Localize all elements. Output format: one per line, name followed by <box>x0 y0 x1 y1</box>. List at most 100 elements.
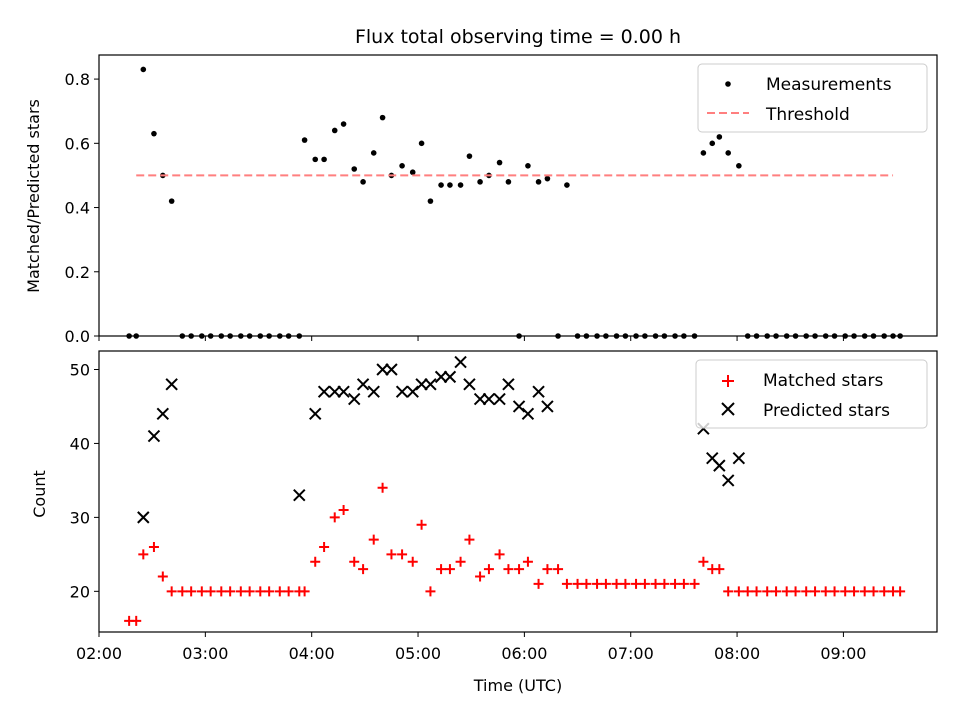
matched-stars-point <box>455 556 466 567</box>
matched-stars-point <box>561 578 572 589</box>
measurements-point <box>783 333 790 339</box>
measurements-point <box>257 333 264 339</box>
predicted-stars-point <box>732 452 746 465</box>
predicted-stars-point <box>309 407 322 421</box>
measurements-point <box>207 333 214 339</box>
measurements-point <box>535 179 542 185</box>
matched-stars-point <box>553 564 564 575</box>
measurements-point <box>633 333 639 339</box>
measurements-point <box>744 333 751 339</box>
legend-measurements-marker <box>725 81 731 87</box>
matched-stars-point <box>810 586 821 597</box>
matched-stars-point <box>522 556 533 567</box>
measurements-point <box>803 333 809 339</box>
measurements-point <box>672 333 678 339</box>
matched-stars-point <box>475 571 486 582</box>
top-plot-marks <box>126 66 903 339</box>
measurements-point <box>709 140 716 147</box>
matched-stars-point <box>264 586 275 597</box>
legend-matched-label: Matched stars <box>763 371 883 391</box>
matched-stars-point <box>205 586 216 597</box>
matched-stars-point <box>377 482 388 493</box>
measurements-point <box>613 333 620 339</box>
measurements-point <box>594 333 600 339</box>
measurements-point <box>661 333 668 339</box>
measurements-point <box>266 333 272 339</box>
predicted-stars-point <box>356 378 370 391</box>
predicted-stars-point <box>424 378 437 391</box>
bottom-legend-box <box>695 359 928 429</box>
matched-stars-point <box>283 586 294 597</box>
predicted-stars-point <box>137 511 150 524</box>
predicted-stars-point <box>532 385 545 398</box>
predicted-stars-point <box>395 385 409 398</box>
matched-stars-point <box>840 586 851 597</box>
predicted-stars-point <box>406 385 419 398</box>
matched-stars-point <box>436 564 447 575</box>
predicted-stars-point <box>521 407 535 421</box>
measurements-point <box>296 333 303 339</box>
matched-stars-point <box>714 564 725 575</box>
matched-stars-point <box>600 578 611 589</box>
matched-stars-point <box>698 556 709 567</box>
predicted-stars-point <box>512 400 526 413</box>
matched-stars-point <box>397 549 408 560</box>
measurements-point <box>340 121 347 127</box>
x-tick-label: 07:00 <box>608 644 654 663</box>
legend-threshold-label: Threshold <box>765 105 850 125</box>
bottom-plot-frame <box>98 350 938 633</box>
matched-stars-point <box>742 586 753 597</box>
matched-stars-point <box>216 586 227 597</box>
measurements-point <box>370 150 377 156</box>
matched-stars-point <box>138 549 149 560</box>
measurements-point <box>331 127 338 134</box>
measurements-point <box>447 182 453 188</box>
bottom-y-tick-label: 40 <box>70 434 90 453</box>
predicted-stars-point <box>463 378 476 391</box>
measurements-point <box>438 182 444 188</box>
matched-stars-point <box>299 586 310 597</box>
x-tick-label: 09:00 <box>820 644 866 663</box>
matched-stars-point <box>542 564 553 575</box>
matched-stars-point <box>631 578 642 589</box>
measurements-point <box>736 162 742 169</box>
matched-stars-point <box>859 586 870 597</box>
measurements-point <box>564 182 570 188</box>
measurements-point <box>140 66 147 73</box>
matched-stars-point <box>177 586 188 597</box>
predicted-stars-point <box>713 459 726 472</box>
measurements-point <box>574 333 581 339</box>
measurements-point <box>399 162 405 169</box>
bottom-y-ticks: 20 30 40 50 <box>70 360 99 601</box>
measurements-point <box>525 162 531 169</box>
measurements-point <box>764 333 771 339</box>
x-axis-title: Time (UTC) <box>473 676 562 695</box>
matched-stars-point <box>723 586 734 597</box>
matched-stars-point <box>225 586 236 597</box>
matched-stars-point <box>849 586 860 597</box>
matched-stars-point <box>581 578 592 589</box>
measurements-point <box>544 175 551 182</box>
matched-stars-point <box>338 504 349 515</box>
measurements-point <box>301 137 308 143</box>
matched-stars-point <box>310 556 321 567</box>
matched-stars-point <box>829 586 840 597</box>
matched-stars-point <box>678 578 689 589</box>
matched-stars-point <box>790 586 801 597</box>
predicted-stars-point <box>337 385 350 398</box>
measurements-point <box>691 333 698 339</box>
matched-stars-point <box>358 564 369 575</box>
measurements-point <box>725 150 732 156</box>
predicted-stars-point <box>156 407 170 421</box>
matched-stars-point <box>650 578 661 589</box>
measurements-point <box>418 140 425 147</box>
predicted-stars-point <box>293 488 306 502</box>
measurements-point <box>312 156 319 163</box>
measurements-point <box>151 130 157 137</box>
matched-stars-point <box>771 586 782 597</box>
matched-stars-point <box>131 615 142 626</box>
measurements-point <box>822 333 829 339</box>
predicted-stars-point <box>415 378 428 391</box>
measurements-point <box>870 333 877 339</box>
